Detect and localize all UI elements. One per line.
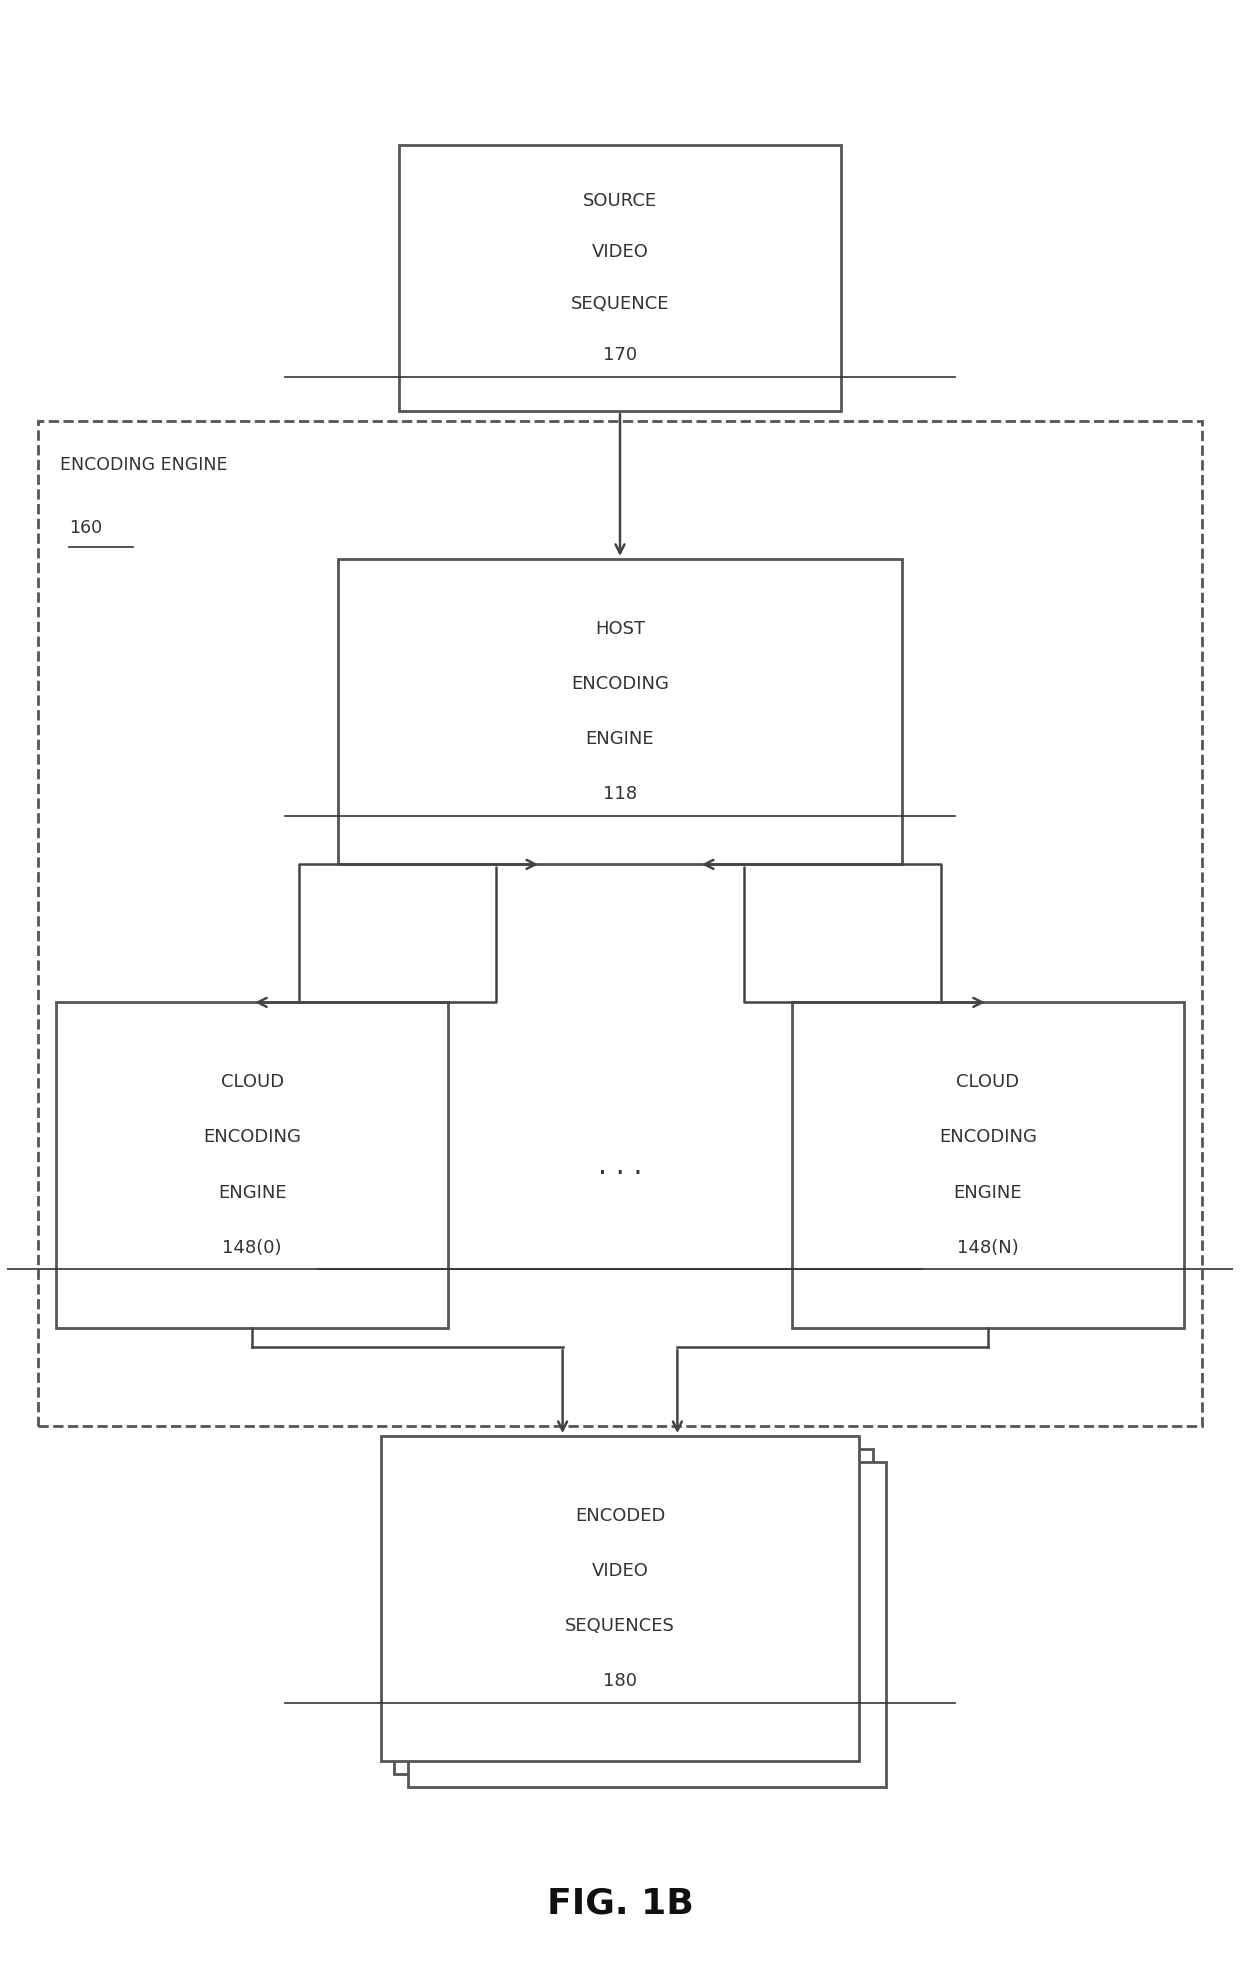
FancyBboxPatch shape (339, 560, 901, 863)
Text: ENCODING: ENCODING (939, 1127, 1037, 1147)
Text: SEQUENCES: SEQUENCES (565, 1618, 675, 1636)
Text: CLOUD: CLOUD (956, 1074, 1019, 1092)
Text: 170: 170 (603, 345, 637, 363)
FancyBboxPatch shape (791, 1002, 1184, 1328)
Text: 148(N): 148(N) (957, 1239, 1019, 1257)
Text: 160: 160 (69, 520, 103, 538)
Text: ENGINE: ENGINE (218, 1183, 286, 1201)
Text: SEQUENCE: SEQUENCE (570, 294, 670, 312)
Text: HOST: HOST (595, 619, 645, 637)
FancyBboxPatch shape (381, 1435, 859, 1761)
Text: ENCODING: ENCODING (572, 675, 668, 693)
Text: ENGINE: ENGINE (954, 1183, 1022, 1201)
Text: ENCODING: ENCODING (203, 1127, 301, 1147)
FancyBboxPatch shape (394, 1449, 873, 1775)
Text: ENCODED: ENCODED (575, 1507, 665, 1524)
Text: FIG. 1B: FIG. 1B (547, 1886, 693, 1919)
Text: . . .: . . . (598, 1151, 642, 1179)
Text: ENGINE: ENGINE (585, 730, 655, 748)
Text: 148(0): 148(0) (222, 1239, 281, 1257)
FancyBboxPatch shape (37, 421, 1203, 1425)
Text: ENCODING ENGINE: ENCODING ENGINE (60, 457, 227, 474)
FancyBboxPatch shape (408, 1461, 887, 1786)
Text: VIDEO: VIDEO (591, 1562, 649, 1580)
FancyBboxPatch shape (56, 1002, 449, 1328)
Text: VIDEO: VIDEO (591, 244, 649, 262)
Text: CLOUD: CLOUD (221, 1074, 284, 1092)
Text: SOURCE: SOURCE (583, 193, 657, 210)
Text: 118: 118 (603, 786, 637, 804)
Text: 180: 180 (603, 1673, 637, 1691)
FancyBboxPatch shape (399, 145, 841, 411)
